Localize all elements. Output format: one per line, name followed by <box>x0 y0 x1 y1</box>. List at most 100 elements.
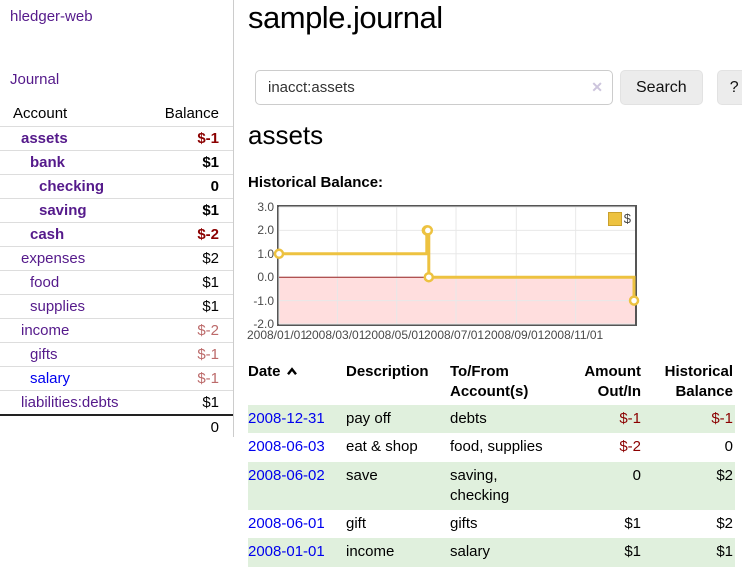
date-cell: 2008-12-31 <box>248 405 346 433</box>
transaction-date-link[interactable]: 2008-12-31 <box>248 410 325 427</box>
historical-balance-chart: 3.0 2.0 1.0 0.0 -1.0 -2.0 $ 2008/01/01 2008/03… <box>247 198 698 346</box>
search-input[interactable] <box>255 70 613 105</box>
account-cell: assets <box>0 126 148 151</box>
total-balance: 0 <box>147 414 233 439</box>
page-title: sample.journal <box>248 0 443 35</box>
sidebar-item-journal[interactable]: Journal <box>10 71 60 88</box>
sidebar-account-link-expenses[interactable]: expenses <box>21 250 86 267</box>
account-row: bank $1 <box>0 150 233 175</box>
register-row[interactable]: 2008-12-31 pay off debts $-1 $-1 <box>248 405 735 434</box>
sidebar-account-link-assets[interactable]: assets <box>21 130 68 147</box>
description-cell: income <box>346 543 395 561</box>
chart-legend: $ <box>606 211 632 226</box>
register-row[interactable]: 2008-06-02 save saving, checking 0 $2 <box>248 461 735 510</box>
account-cell: supplies <box>0 294 148 319</box>
brand-link[interactable]: hledger-web <box>10 8 93 25</box>
account-balance: $1 <box>147 150 233 175</box>
sidebar-account-link-bank[interactable]: bank <box>30 154 66 171</box>
data-point-marker <box>422 225 434 236</box>
transaction-date-link[interactable]: 2008-06-02 <box>248 466 325 484</box>
sidebar-account-link-income[interactable]: income <box>21 322 70 339</box>
register-row[interactable]: 2008-06-03 eat & shop food, supplies $-2 0 <box>248 433 735 461</box>
y-tick-label: 2.0 <box>257 223 274 238</box>
description-cell: save <box>346 466 378 484</box>
y-tick-label: -1.0 <box>253 293 274 308</box>
data-point-marker <box>423 271 435 283</box>
clear-search-icon[interactable]: ✕ <box>591 79 603 95</box>
account-balance: $2 <box>147 246 233 271</box>
account-balance: $-2 <box>147 222 233 247</box>
account-row: salary $-1 <box>0 366 233 391</box>
balance-column-header: Balance <box>164 105 219 122</box>
account-row: assets $-1 <box>0 126 233 151</box>
accounts-cell: salary <box>450 543 491 561</box>
amount-cell: $1 <box>624 515 641 532</box>
account-cell: salary <box>0 366 148 391</box>
data-point-marker <box>628 295 640 306</box>
amount-column-header: Amount Out/In <box>584 363 641 400</box>
register-row[interactable]: 2008-01-01 income salary $1 $1 <box>248 538 735 567</box>
account-cell: liabilities:debts <box>0 390 148 415</box>
description-cell: pay off <box>346 410 391 427</box>
amount-cell: $-2 <box>619 438 641 456</box>
register-row[interactable]: 2008-06-01 gift gifts $1 $2 <box>248 510 735 538</box>
sidebar-account-link-cash[interactable]: cash <box>30 226 65 243</box>
sidebar-account-link-supplies[interactable]: supplies <box>30 298 86 315</box>
account-balance: 0 <box>147 174 233 199</box>
y-tick-label: 0.0 <box>257 270 274 285</box>
account-cell: gifts <box>0 342 148 367</box>
account-balance: $-1 <box>147 366 233 391</box>
account-cell: saving <box>0 198 148 223</box>
account-balance: $-1 <box>147 126 233 151</box>
sidebar-account-link-liabilities-debts[interactable]: liabilities:debts <box>21 394 119 411</box>
help-button[interactable]: ? <box>716 70 742 105</box>
accounts-table: Account Balance assets $-1 bank $1 checking 0… <box>0 102 233 439</box>
date-cell: 2008-01-01 <box>248 538 346 566</box>
account-cell: income <box>0 318 148 343</box>
account-balance: $1 <box>147 390 233 415</box>
sidebar-account-link-gifts[interactable]: gifts <box>30 346 58 363</box>
amount-cell: $1 <box>624 543 641 561</box>
legend-swatch-icon <box>607 211 622 226</box>
data-point-marker <box>273 248 285 260</box>
account-row: supplies $1 <box>0 294 233 319</box>
x-tick-label: 2008/05/01 <box>364 328 425 342</box>
accounts-cell: food, supplies <box>450 438 543 456</box>
chart-plot-area: $ <box>273 205 640 326</box>
total-spacer <box>0 414 148 439</box>
description-cell: gift <box>346 515 367 532</box>
description-column-header: Description <box>346 363 429 380</box>
account-cell: cash <box>0 222 148 247</box>
transaction-date-link[interactable]: 2008-06-03 <box>248 438 325 456</box>
account-row: food $1 <box>0 270 233 295</box>
transaction-date-link[interactable]: 2008-06-01 <box>248 515 325 532</box>
balance-column-header: Historical Balance <box>664 363 733 400</box>
accounts-cell: saving, checking <box>450 466 510 504</box>
y-tick-label: 1.0 <box>257 246 274 261</box>
balance-cell: $1 <box>716 543 733 561</box>
x-tick-label: 2008/09/01 <box>484 328 545 342</box>
search-button[interactable]: Search <box>620 70 703 105</box>
account-row: checking 0 <box>0 174 233 199</box>
balance-cell: 0 <box>724 438 733 456</box>
register-header-row: Date Description To/From Account(s) Amou… <box>248 359 735 405</box>
balance-cell: $-1 <box>711 410 733 427</box>
accounts-cell: gifts <box>450 515 478 532</box>
date-cell: 2008-06-01 <box>248 510 346 538</box>
search-form: ✕ Search ? <box>255 70 742 105</box>
sidebar-account-link-saving[interactable]: saving <box>39 202 87 219</box>
date-column-header[interactable]: Date <box>248 359 346 405</box>
x-tick-label: 2008/03/01 <box>305 328 366 342</box>
description-cell: eat & shop <box>346 438 418 456</box>
register-table: Date Description To/From Account(s) Amou… <box>248 359 735 567</box>
sidebar-account-link-salary[interactable]: salary <box>30 370 71 387</box>
transaction-date-link[interactable]: 2008-01-01 <box>248 543 325 561</box>
date-header-label: Date <box>248 363 281 380</box>
account-column-header: Account <box>13 105 68 122</box>
sidebar-account-link-food[interactable]: food <box>30 274 60 291</box>
amount-cell: $-1 <box>619 410 641 427</box>
chart-canvas <box>273 206 640 325</box>
accounts-cell: debts <box>450 410 487 427</box>
date-cell: 2008-06-03 <box>248 433 346 461</box>
sidebar-account-link-checking[interactable]: checking <box>39 178 105 195</box>
